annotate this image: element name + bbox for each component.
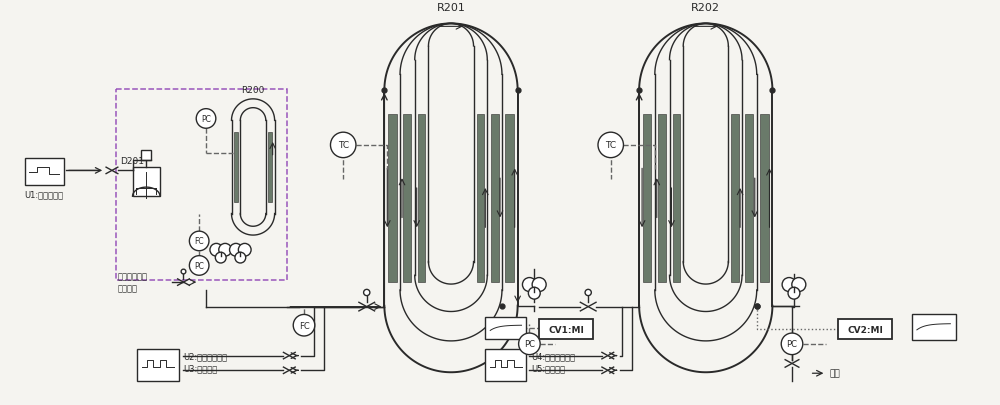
Circle shape <box>792 278 806 292</box>
Text: U3:氢气流率: U3:氢气流率 <box>183 364 218 373</box>
Bar <box>485 318 526 339</box>
Bar <box>137 349 179 381</box>
Text: TC: TC <box>338 141 349 150</box>
Text: U2:丙烯单体流率: U2:丙烯单体流率 <box>183 351 228 360</box>
Circle shape <box>330 133 356 158</box>
Bar <box>731 115 739 282</box>
Bar <box>485 349 526 381</box>
Bar <box>491 115 499 282</box>
Text: U5:氢气流率: U5:氢气流率 <box>531 364 565 373</box>
Circle shape <box>219 244 232 256</box>
Bar <box>388 115 397 282</box>
Circle shape <box>235 253 246 263</box>
Text: CV1:MI: CV1:MI <box>548 325 584 334</box>
Text: U4:丙烯单体流率: U4:丙烯单体流率 <box>531 351 575 360</box>
Bar <box>116 90 287 280</box>
Circle shape <box>293 315 315 336</box>
Bar <box>268 133 272 202</box>
Text: 丙烯单体流率: 丙烯单体流率 <box>118 272 148 281</box>
Text: PC: PC <box>201 115 211 124</box>
Circle shape <box>519 333 540 355</box>
Bar <box>838 320 892 339</box>
Circle shape <box>528 288 540 299</box>
Bar <box>477 115 484 282</box>
Text: PC: PC <box>787 339 798 348</box>
Circle shape <box>210 244 223 256</box>
Bar <box>505 115 514 282</box>
Circle shape <box>238 244 251 256</box>
Bar <box>141 150 151 160</box>
Text: 闪蒸: 闪蒸 <box>829 369 840 378</box>
Circle shape <box>364 290 370 296</box>
Circle shape <box>189 256 209 275</box>
Circle shape <box>789 348 795 354</box>
Text: TC: TC <box>605 141 616 150</box>
Circle shape <box>189 232 209 251</box>
Circle shape <box>532 278 546 292</box>
Circle shape <box>522 278 536 292</box>
Text: PC: PC <box>524 339 535 348</box>
Bar <box>403 115 411 282</box>
Circle shape <box>598 133 623 158</box>
Circle shape <box>585 290 591 296</box>
Text: U1:催化剂流率: U1:催化剂流率 <box>25 190 64 198</box>
Circle shape <box>788 288 800 299</box>
Circle shape <box>196 109 216 129</box>
Text: R201: R201 <box>437 3 465 13</box>
Text: CV2:MI: CV2:MI <box>847 325 883 334</box>
Circle shape <box>181 269 186 274</box>
Bar <box>673 115 680 282</box>
Bar <box>133 168 160 197</box>
Bar <box>25 158 64 185</box>
Bar <box>643 115 651 282</box>
Bar <box>234 133 238 202</box>
Circle shape <box>782 278 796 292</box>
Circle shape <box>215 253 226 263</box>
Bar <box>760 115 769 282</box>
Bar <box>539 320 593 339</box>
Text: FC: FC <box>299 321 309 330</box>
Text: FC: FC <box>194 237 204 246</box>
Text: 氢气流率: 氢气流率 <box>118 284 138 293</box>
Text: R200: R200 <box>241 86 265 95</box>
Bar <box>658 115 666 282</box>
Bar <box>418 115 425 282</box>
Circle shape <box>781 333 803 355</box>
Circle shape <box>230 244 242 256</box>
Text: R202: R202 <box>691 3 720 13</box>
Text: PC: PC <box>194 261 204 270</box>
Bar <box>745 115 753 282</box>
Text: D201: D201 <box>120 157 144 166</box>
Bar <box>912 315 956 340</box>
